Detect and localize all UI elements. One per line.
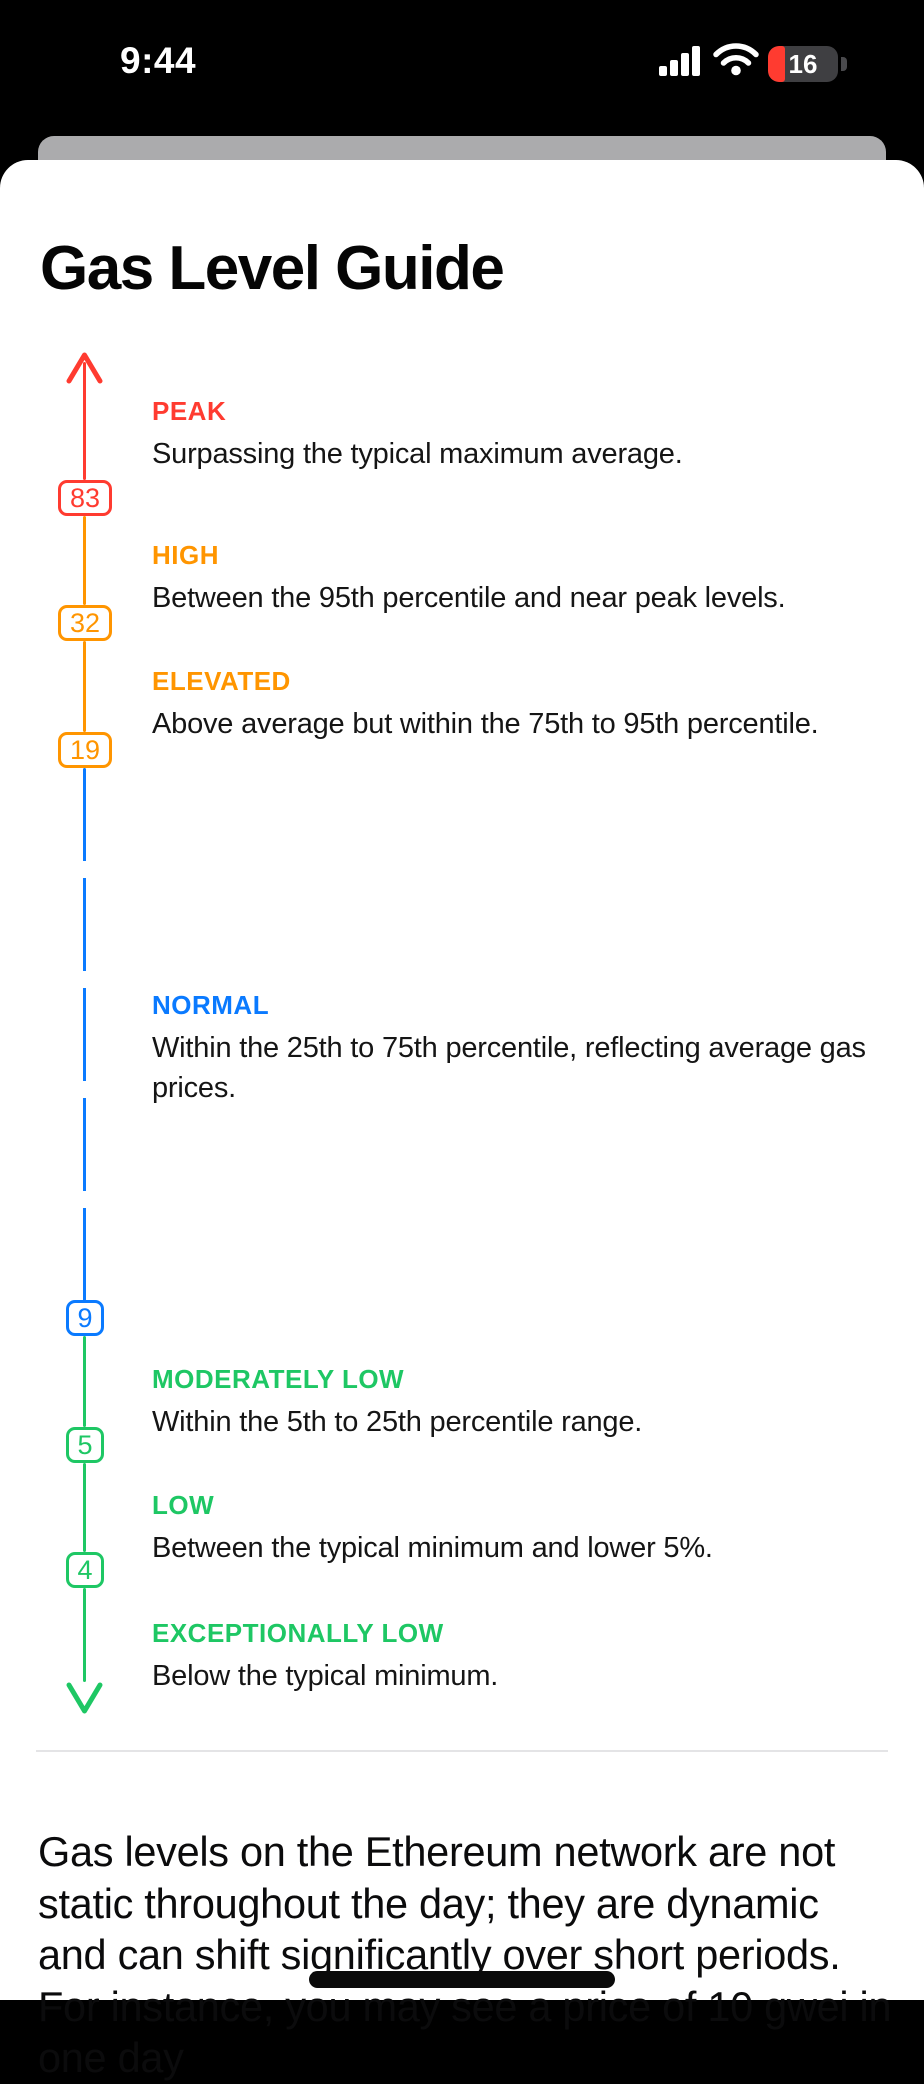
wifi-icon	[713, 43, 759, 76]
axis-segment-elevated	[83, 641, 86, 732]
arrow-up-icon	[66, 352, 103, 384]
level-name: HIGH	[152, 540, 219, 570]
footer-line: and can shift significantly over short p…	[38, 1931, 841, 1978]
level-description: Within the 5th to 25th percentile range.	[152, 1406, 643, 1438]
threshold-box-4: 4	[66, 1552, 104, 1588]
battery-fill-low	[768, 46, 785, 82]
level-description: Above average but within the 75th to 95t…	[152, 708, 819, 740]
arrow-down-icon	[66, 1682, 103, 1714]
axis-segment-normal-dashed	[83, 768, 86, 1301]
axis-segment-peak	[83, 362, 86, 480]
level-description: Between the typical minimum and lower 5%…	[152, 1532, 713, 1564]
level-item-normal: NORMAL Within the 25th to 75th percentil…	[152, 990, 872, 1108]
battery-icon: 16	[768, 46, 838, 82]
level-item-peak: PEAK Surpassing the typical maximum aver…	[152, 396, 872, 474]
level-description: Below the typical minimum.	[152, 1660, 499, 1692]
level-name: EXCEPTIONALLY LOW	[152, 1618, 444, 1648]
level-name: LOW	[152, 1490, 215, 1520]
threshold-box-5: 5	[66, 1427, 104, 1463]
cellular-signal-icon	[659, 46, 700, 76]
status-time: 9:44	[120, 40, 197, 81]
threshold-box-32: 32	[58, 605, 112, 641]
level-name: PEAK	[152, 396, 227, 426]
threshold-box-83: 83	[58, 480, 112, 516]
footer-paragraph: Gas levels on the Ethereum network are n…	[38, 1826, 894, 2084]
level-item-elevated: ELEVATED Above average but within the 75…	[152, 666, 872, 744]
level-description: Between the 95th percentile and near pea…	[152, 582, 786, 614]
footer-line: static throughout the day; they are dyna…	[38, 1879, 819, 1927]
level-item-exceptionally-low: EXCEPTIONALLY LOW Below the typical mini…	[152, 1618, 872, 1696]
level-description: Within the 25th to 75th percentile, refl…	[152, 1032, 866, 1104]
level-name: NORMAL	[152, 990, 270, 1020]
level-name: MODERATELY LOW	[152, 1364, 405, 1394]
battery-cap	[841, 57, 847, 71]
gas-guide-sheet	[0, 160, 924, 2000]
level-item-moderately-low: MODERATELY LOW Within the 5th to 25th pe…	[152, 1364, 872, 1442]
home-indicator[interactable]	[309, 1971, 615, 1988]
axis-segment-low	[83, 1463, 86, 1552]
threshold-box-9: 9	[66, 1300, 104, 1336]
axis-segment-high	[83, 516, 86, 605]
level-item-low: LOW Between the typical minimum and lowe…	[152, 1490, 872, 1568]
divider	[36, 1750, 888, 1752]
footer-line-truncated: For instance, you may see a price of 10 …	[38, 1982, 892, 2082]
threshold-box-19: 19	[58, 732, 112, 768]
page-title: Gas Level Guide	[40, 234, 505, 303]
battery-percent: 16	[788, 48, 818, 79]
axis-segment-moderately-low	[83, 1336, 86, 1427]
level-description: Surpassing the typical maximum average.	[152, 438, 683, 470]
axis-segment-exceptionally-low	[83, 1588, 86, 1682]
level-item-high: HIGH Between the 95th percentile and nea…	[152, 540, 872, 618]
footer-line: Gas levels on the Ethereum network are n…	[38, 1828, 836, 1875]
level-name: ELEVATED	[152, 666, 291, 696]
